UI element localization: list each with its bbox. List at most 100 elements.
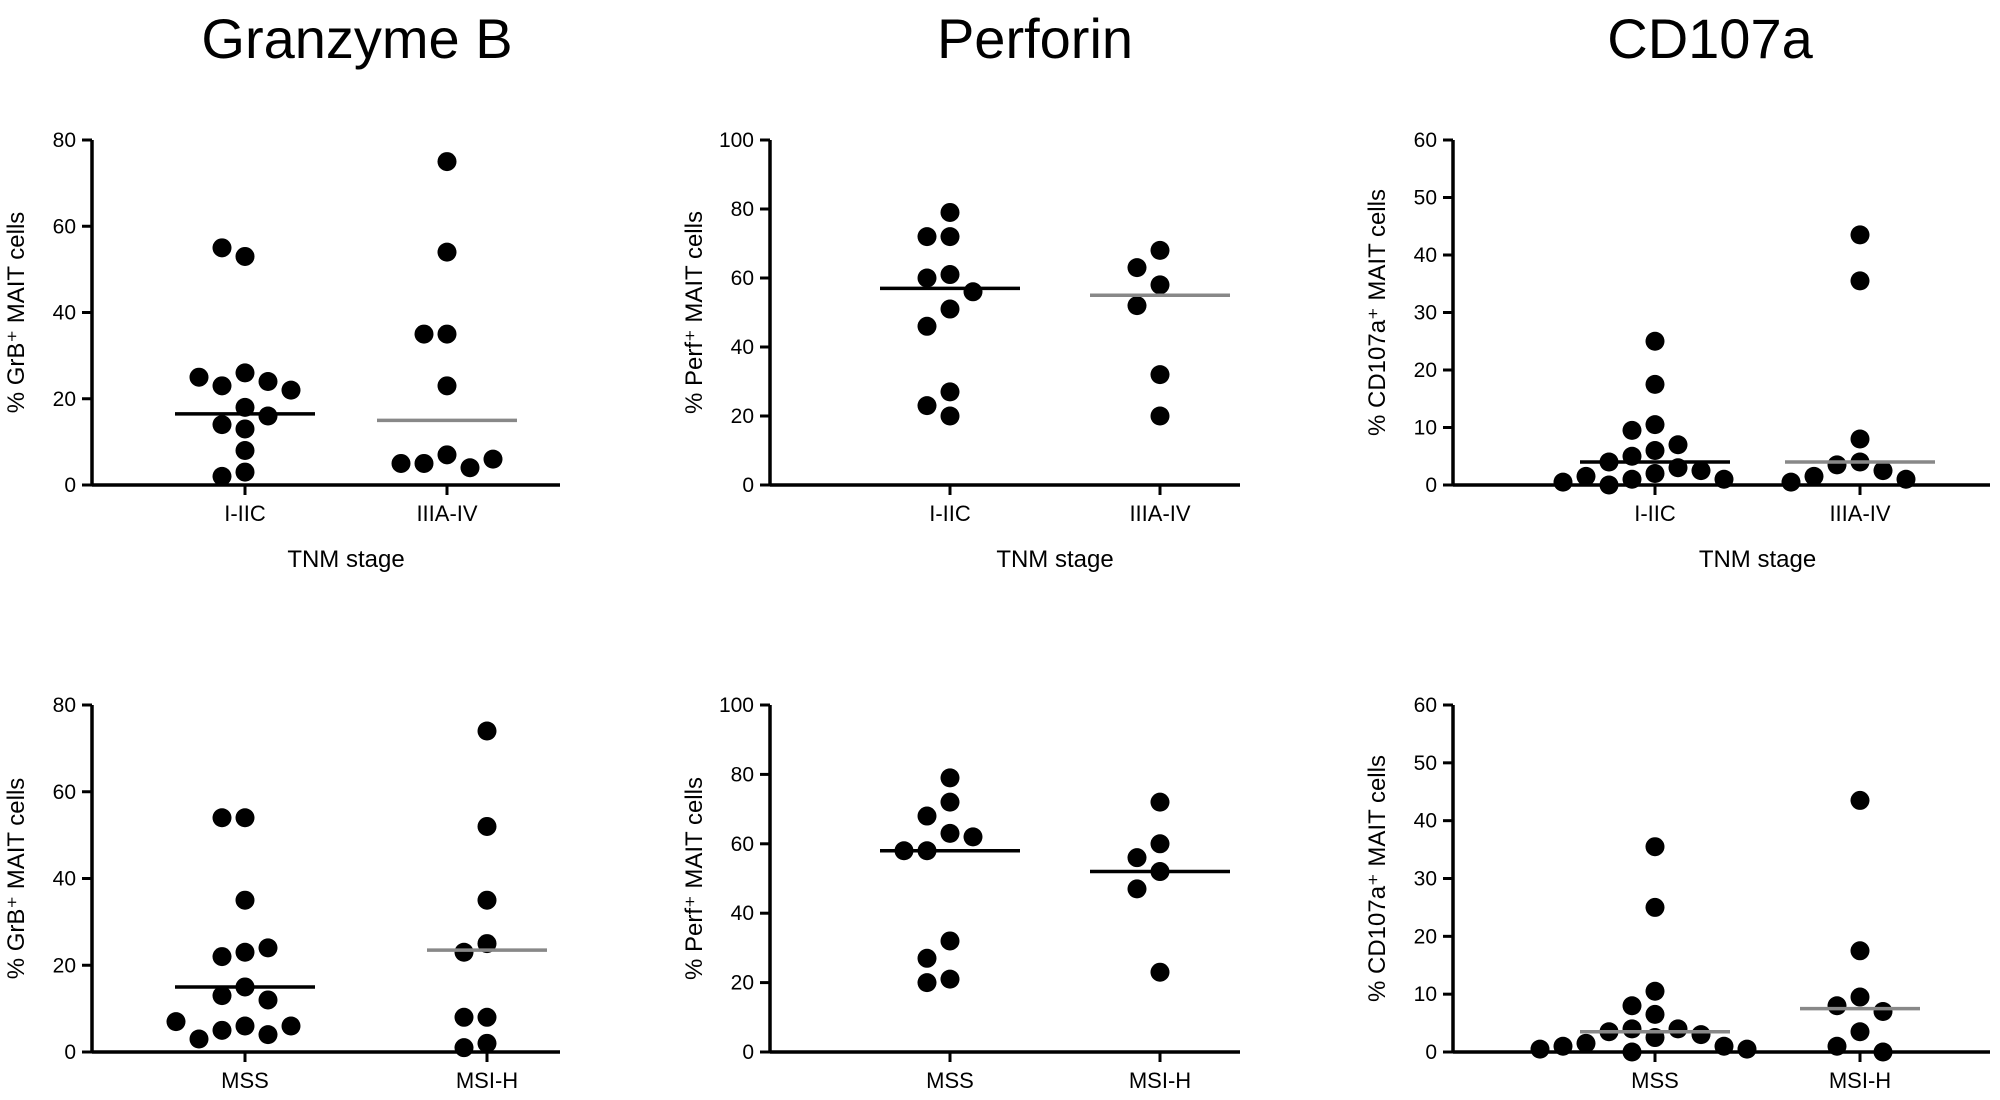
data-point: [1781, 472, 1801, 492]
data-point: [454, 942, 474, 962]
data-point: [1150, 275, 1170, 295]
category-label: MSS: [221, 1068, 269, 1093]
data-point: [212, 986, 232, 1006]
data-point: [940, 768, 960, 788]
data-point: [1668, 435, 1688, 455]
y-tick-label: 40: [53, 302, 76, 325]
y-tick-label: 0: [742, 474, 754, 497]
y-tick-label: 60: [731, 267, 754, 290]
category-label: I-IIC: [1634, 501, 1676, 526]
data-point: [1645, 331, 1665, 351]
data-point: [258, 990, 278, 1010]
data-point: [1127, 879, 1147, 899]
data-point: [258, 406, 278, 426]
data-point: [437, 376, 457, 396]
data-point: [1873, 1042, 1893, 1062]
y-axis-label: % CD107a⁺ MAIT cells: [1364, 189, 1391, 436]
y-tick-label: 30: [1414, 302, 1437, 325]
y-tick-label: 40: [731, 902, 754, 925]
y-axis-label: % GrB⁺ MAIT cells: [3, 212, 30, 414]
data-point: [477, 1033, 497, 1053]
data-point: [1576, 1033, 1596, 1053]
panel-6: 0 10 20 30 40 50 60 % CD107a⁺ MAIT cells MSS MSI-…: [1364, 694, 1990, 1093]
data-point: [963, 827, 983, 847]
data-point: [258, 938, 278, 958]
data-point: [1645, 837, 1665, 857]
data-point: [1873, 1002, 1893, 1022]
data-point: [1691, 1025, 1711, 1045]
data-point: [917, 227, 937, 247]
data-point: [940, 299, 960, 319]
y-tick-label: 40: [1414, 244, 1437, 267]
panel-1: 0 20 40 60 80 % GrB⁺ MAIT cells I-IIC IIIA-IV TN…: [3, 129, 560, 573]
data-point: [454, 1007, 474, 1027]
data-point: [1127, 848, 1147, 868]
data-point: [1737, 1039, 1757, 1059]
data-point: [437, 324, 457, 344]
x-axis-label: TNM stage: [1699, 546, 1816, 573]
data-point: [1150, 834, 1170, 854]
y-tick-label: 100: [719, 694, 754, 717]
data-point: [1622, 1019, 1642, 1039]
data-point: [1622, 996, 1642, 1016]
data-point: [212, 376, 232, 396]
category-label: IIIA-IV: [1829, 501, 1890, 526]
data-point: [1873, 461, 1893, 481]
data-point: [940, 406, 960, 426]
data-point: [235, 942, 255, 962]
category-label: I-IIC: [929, 501, 971, 526]
data-point: [1714, 469, 1734, 489]
data-point: [235, 808, 255, 828]
data-point: [917, 948, 937, 968]
data-point: [1714, 1036, 1734, 1056]
data-point: [235, 462, 255, 482]
y-axis-label: % Perf⁺ MAIT cells: [681, 777, 708, 980]
data-point: [1645, 981, 1665, 1001]
y-tick-label: 0: [742, 1041, 754, 1064]
data-point: [414, 324, 434, 344]
data-point: [258, 372, 278, 391]
data-point: [1850, 271, 1870, 291]
y-tick-label: 60: [1414, 129, 1437, 152]
data-point: [1645, 441, 1665, 460]
y-tick-label: 30: [1414, 868, 1437, 891]
data-point: [1553, 472, 1573, 492]
data-point: [1850, 1022, 1870, 1042]
y-tick-label: 40: [731, 336, 754, 359]
y-axis-label: % GrB⁺ MAIT cells: [3, 778, 30, 980]
category-label: MSI-H: [1129, 1068, 1191, 1093]
data-point: [940, 382, 960, 402]
data-point: [235, 419, 255, 439]
y-tick-label: 100: [719, 129, 754, 152]
data-point: [235, 890, 255, 910]
data-point: [1827, 1036, 1847, 1056]
data-point: [212, 1020, 232, 1040]
column-title-perforin: Perforin: [937, 7, 1133, 70]
data-point: [1645, 464, 1665, 483]
data-point: [1127, 296, 1147, 316]
data-point: [258, 1025, 278, 1045]
y-tick-label: 20: [53, 388, 76, 411]
data-point: [477, 890, 497, 910]
data-point: [917, 316, 937, 336]
y-tick-label: 50: [1414, 187, 1437, 210]
data-point: [477, 816, 497, 836]
category-label: I-IIC: [224, 501, 266, 526]
category-label: MSI-H: [456, 1068, 518, 1093]
data-point: [460, 458, 480, 478]
data-point: [212, 415, 232, 435]
data-point: [189, 1029, 209, 1049]
y-tick-label: 40: [1414, 810, 1437, 833]
y-axis-label: % Perf⁺ MAIT cells: [681, 211, 708, 414]
data-point: [281, 380, 301, 400]
data-point: [437, 242, 457, 262]
y-tick-label: 50: [1414, 752, 1437, 775]
data-point: [235, 246, 255, 266]
panel-3: 0 10 20 30 40 50 60 % CD107a⁺ MAIT cells I-IIC II…: [1364, 129, 1990, 573]
data-point: [1827, 455, 1847, 475]
data-point: [437, 152, 457, 172]
data-point: [963, 282, 983, 302]
y-tick-label: 80: [731, 763, 754, 786]
y-tick-label: 0: [1425, 474, 1437, 497]
